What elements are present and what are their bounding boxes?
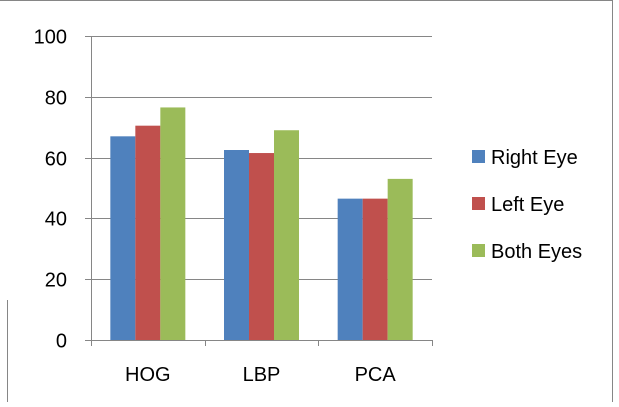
- bar: [387, 178, 413, 340]
- legend: Right Eye Left Eye Both Eyes: [472, 147, 582, 263]
- y-tick-label: 60: [45, 149, 67, 171]
- x-tick-labels: HOG LBP PCA: [125, 364, 396, 386]
- y-tick-label: 80: [45, 88, 67, 110]
- bars-group: [110, 107, 413, 341]
- y-tick-label: 40: [45, 209, 67, 231]
- legend-label: Left Eye: [491, 194, 564, 216]
- y-tick-label: 20: [45, 270, 67, 292]
- bar: [337, 198, 363, 340]
- y-tick-label: 0: [56, 331, 67, 353]
- bar: [110, 136, 136, 340]
- y-tick-label: 100: [34, 27, 67, 49]
- bar: [362, 198, 388, 340]
- legend-label: Right Eye: [491, 147, 578, 169]
- legend-label: Both Eyes: [491, 241, 582, 263]
- x-tick-label: LBP: [243, 364, 281, 386]
- x-tick-label: PCA: [355, 364, 397, 386]
- bar: [224, 150, 249, 340]
- bar: [274, 130, 299, 340]
- bar: [249, 153, 274, 340]
- bar: [135, 125, 161, 341]
- x-tick-label: HOG: [125, 364, 171, 386]
- legend-swatch: [472, 197, 485, 210]
- axes-group: [85, 36, 433, 346]
- y-tick-labels: 0 20 40 60 80 100: [34, 27, 67, 353]
- bar: [160, 107, 186, 340]
- legend-swatch: [472, 244, 485, 257]
- legend-swatch: [472, 150, 485, 163]
